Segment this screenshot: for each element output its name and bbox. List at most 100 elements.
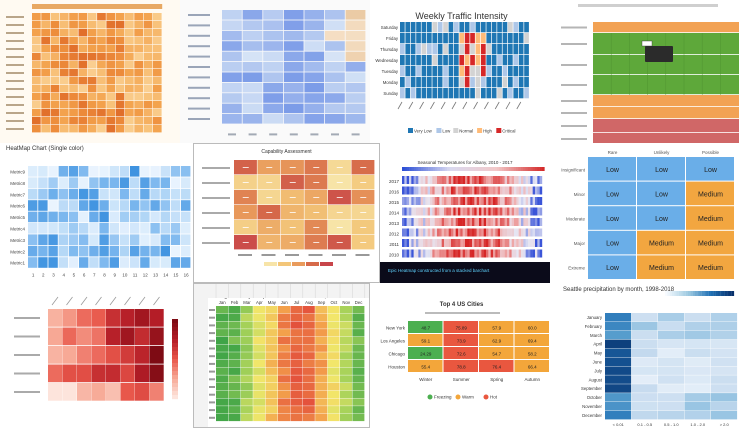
temp-band [528, 186, 531, 195]
temp-band [462, 207, 466, 216]
heat-cell [143, 21, 153, 29]
temp-cell [216, 406, 228, 414]
temp-band [539, 197, 543, 205]
temp-cell [216, 344, 228, 352]
team-cell [222, 51, 242, 62]
metric-cell [89, 234, 99, 245]
temp-cell [352, 336, 365, 345]
traffic-cell [502, 22, 508, 33]
heat-cell [91, 327, 106, 346]
traffic-cell [400, 66, 405, 77]
cell-value [360, 242, 367, 243]
color-scale [704, 291, 707, 296]
temp-cell [327, 313, 340, 321]
temp-band [483, 239, 487, 247]
temp-band [427, 176, 431, 184]
traffic-cell [416, 55, 421, 66]
cell-value [360, 167, 367, 168]
heat-cell [69, 29, 78, 37]
temp-cell [216, 383, 228, 391]
risk-cell [637, 181, 685, 206]
traffic-cell [508, 33, 513, 44]
temp-band [411, 207, 414, 216]
metric-cell [109, 166, 119, 177]
heat-cell [134, 21, 143, 29]
red-heatmap-tile [0, 283, 193, 428]
temp-scale [413, 167, 417, 171]
team-cell [304, 20, 325, 30]
metric-cell [150, 234, 160, 245]
temp-band [420, 218, 424, 226]
heat-cell [134, 37, 143, 45]
temp-band [502, 197, 505, 205]
team-cell [283, 41, 304, 51]
temp-band [483, 186, 487, 195]
metric-cell [130, 245, 140, 257]
month-label: Aug [305, 300, 313, 305]
traffic-cell [448, 55, 454, 66]
temp-band [500, 176, 503, 184]
temp-band [437, 239, 440, 247]
row-label [14, 335, 40, 338]
temp-scale [444, 167, 448, 171]
seasonal-caption-bar: Epic Heatmap constructed from a stacked … [380, 262, 550, 283]
temp-band [497, 207, 501, 216]
legend-label: Freezing [434, 395, 452, 400]
weekly-traffic-tile: Weekly Traffic Intensity Saturday Friday T… [370, 0, 553, 143]
traffic-cell [513, 88, 519, 99]
temp-band [453, 218, 456, 226]
temp-cell [327, 375, 340, 383]
temp-band [537, 207, 540, 216]
heat-cell [152, 93, 162, 101]
temp-band [481, 249, 484, 258]
team-cell [283, 62, 304, 72]
traffic-cell [481, 55, 486, 66]
temp-band [402, 207, 405, 216]
heat-cell [134, 77, 143, 85]
team-cell [345, 41, 366, 51]
temp-band [420, 186, 424, 195]
traffic-cell [448, 22, 454, 33]
day-label: Saturday [381, 25, 399, 30]
band-label [561, 84, 587, 86]
row-label [6, 48, 24, 50]
heat-cell [152, 117, 162, 125]
metric-cell [48, 188, 58, 200]
heat-cell [32, 53, 41, 61]
temp-band [504, 176, 508, 184]
color-scale [731, 291, 735, 296]
band-label [561, 125, 587, 127]
heat-cell [115, 13, 125, 21]
precip-cell [605, 348, 632, 358]
temp-band [518, 218, 522, 226]
temp-band [432, 197, 435, 205]
team-label [188, 107, 210, 110]
central-park-tile: Average Monthly Temperatures at Central … [193, 283, 370, 428]
temp-cell [265, 390, 278, 398]
traffic-cell [459, 55, 465, 66]
traffic-cell [416, 88, 421, 99]
temp-cell [327, 413, 340, 422]
temp-band [455, 197, 459, 205]
heat-cell [106, 61, 116, 69]
metric-cell [48, 245, 58, 257]
temp-cell [302, 383, 315, 391]
metric-cell [150, 223, 160, 234]
temp-band [458, 228, 461, 237]
precip-cell [684, 402, 711, 411]
heat-cell [32, 21, 41, 29]
temp-band [444, 176, 447, 184]
temp-band [462, 218, 466, 226]
temp-cell [290, 383, 303, 391]
temp-band [481, 207, 484, 216]
metric-label: Metric8 [10, 181, 25, 186]
metric-cell [68, 166, 79, 177]
metric-cell [140, 166, 150, 177]
temp-cell [240, 359, 253, 368]
heat-cell [125, 21, 134, 29]
band-label [561, 138, 587, 140]
traffic-cell [486, 77, 492, 88]
traffic-cell [518, 22, 524, 33]
traffic-cell [518, 88, 524, 99]
month-label: June [593, 360, 603, 365]
